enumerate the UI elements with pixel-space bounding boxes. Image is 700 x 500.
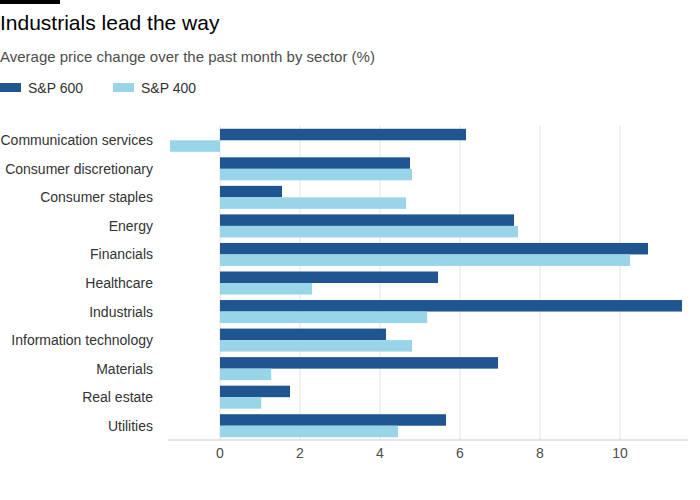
legend-label: S&P 400 — [141, 80, 196, 96]
bar — [220, 329, 386, 341]
bar — [220, 283, 312, 295]
bar — [220, 340, 412, 352]
subtitle: Average price change over the past month… — [0, 48, 375, 65]
tick-label: 4 — [376, 445, 384, 461]
category-label: Financials — [90, 246, 153, 262]
tick-label: 0 — [216, 445, 224, 461]
bar — [220, 243, 648, 255]
grid-line — [540, 126, 541, 440]
category-label: Consumer discretionary — [5, 161, 153, 177]
tick-label: 6 — [456, 445, 464, 461]
category-label: Utilities — [108, 418, 153, 434]
header-accent — [0, 0, 60, 4]
bar — [220, 414, 446, 426]
category-label: Real estate — [82, 389, 153, 405]
category-label: Communication services — [1, 132, 154, 148]
tick-label: 10 — [612, 445, 628, 461]
category-label: Consumer staples — [40, 189, 153, 205]
chart: Industrials lead the way Average price ch… — [0, 0, 700, 500]
legend-label: S&P 600 — [28, 80, 83, 96]
bar — [220, 214, 514, 226]
x-axis-line — [168, 440, 688, 441]
legend-swatch — [113, 83, 134, 92]
category-label: Materials — [96, 361, 153, 377]
category-label: Energy — [109, 218, 153, 234]
bar — [220, 397, 261, 409]
title: Industrials lead the way — [0, 11, 220, 34]
bar — [220, 357, 498, 369]
bar — [220, 272, 438, 284]
bar — [220, 197, 406, 209]
grid-line — [460, 126, 461, 440]
legend-swatch — [0, 83, 21, 92]
bar — [220, 386, 290, 398]
bar — [220, 369, 271, 381]
bar — [220, 426, 398, 438]
bar — [170, 140, 220, 152]
bar — [220, 226, 518, 238]
category-label: Industrials — [89, 304, 153, 320]
bar — [220, 157, 410, 169]
category-label: Information technology — [11, 332, 153, 348]
bars — [170, 129, 682, 437]
tick-label: 2 — [296, 445, 304, 461]
bar — [220, 312, 427, 324]
bar — [220, 186, 282, 198]
tick-label: 8 — [536, 445, 544, 461]
grid-line — [620, 126, 621, 440]
bar — [220, 169, 412, 181]
bar — [220, 254, 630, 265]
bar — [220, 300, 682, 312]
category-label: Healthcare — [85, 275, 153, 291]
bar — [220, 129, 466, 141]
